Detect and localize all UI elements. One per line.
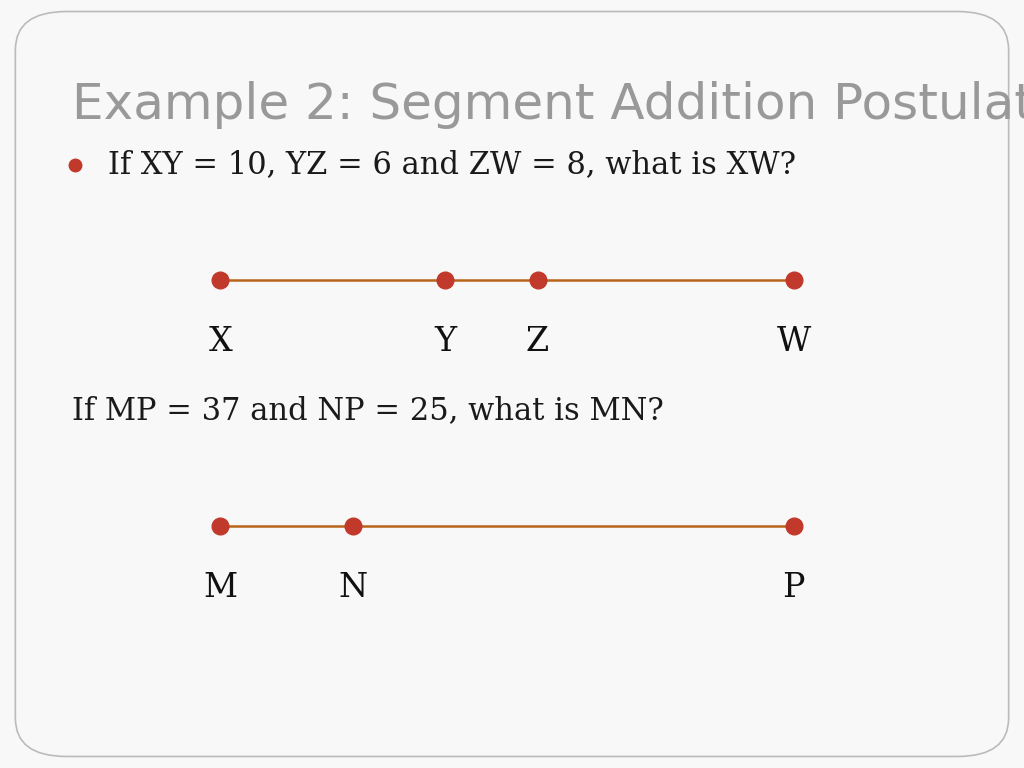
Text: X: X bbox=[208, 326, 232, 359]
FancyBboxPatch shape bbox=[15, 12, 1009, 756]
Text: If MP = 37 and NP = 25, what is MN?: If MP = 37 and NP = 25, what is MN? bbox=[72, 396, 664, 426]
Text: Example 2: Segment Addition Postulate: Example 2: Segment Addition Postulate bbox=[72, 81, 1024, 128]
Text: If XY = 10, YZ = 6 and ZW = 8, what is XW?: If XY = 10, YZ = 6 and ZW = 8, what is X… bbox=[108, 150, 796, 180]
Text: Y: Y bbox=[434, 326, 457, 359]
Text: N: N bbox=[339, 572, 368, 604]
Text: W: W bbox=[776, 326, 811, 359]
Text: P: P bbox=[782, 572, 805, 604]
Text: Z: Z bbox=[526, 326, 549, 359]
Text: M: M bbox=[203, 572, 238, 604]
